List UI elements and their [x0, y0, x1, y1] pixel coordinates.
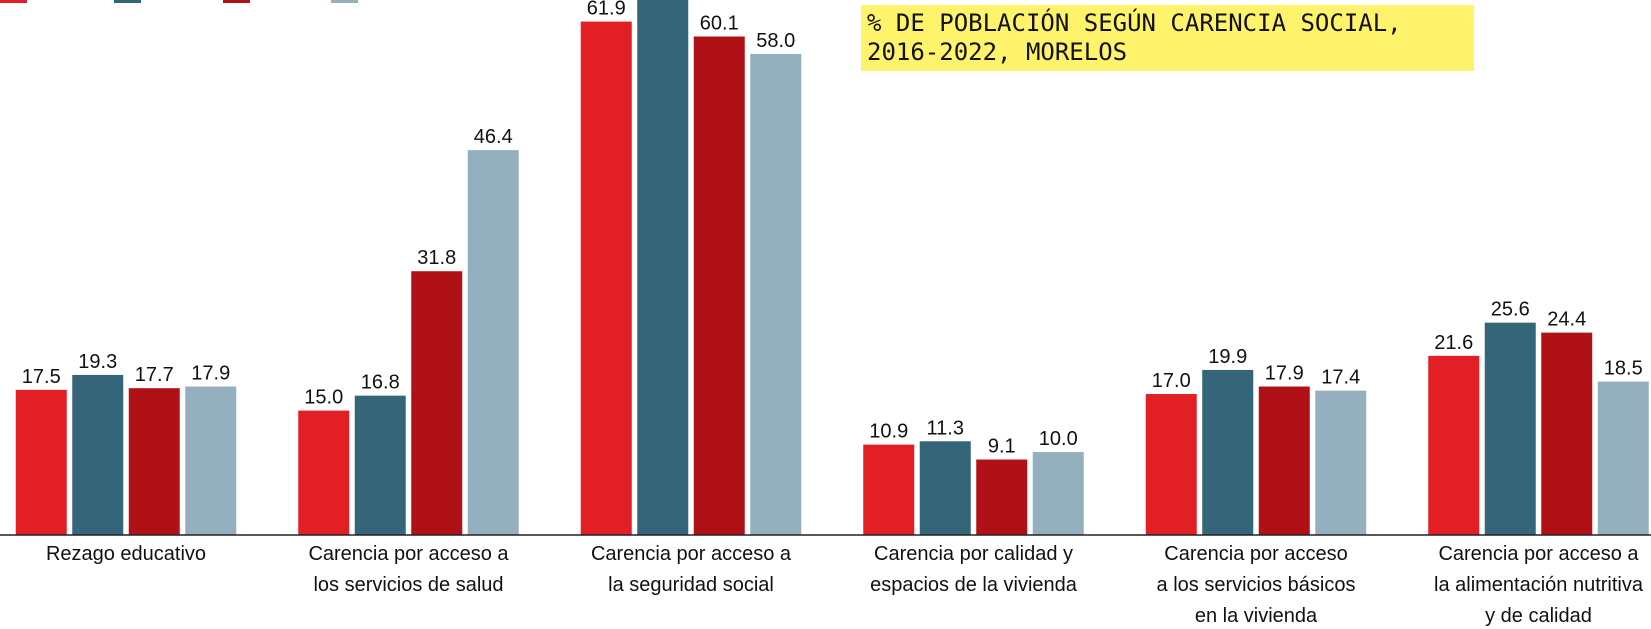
data-label: 10.0	[1039, 428, 1078, 450]
bar	[1202, 369, 1254, 535]
x-tick-label: Rezago educativo	[46, 543, 206, 565]
x-tick-label: los servicios de salud	[313, 574, 503, 596]
bar	[185, 386, 237, 535]
data-label: 9.1	[988, 436, 1016, 458]
legend-swatch	[331, 0, 358, 3]
data-label: 17.0	[1152, 370, 1191, 392]
x-tick-label: Carencia por acceso a	[308, 543, 509, 565]
data-label: 60.1	[700, 12, 739, 34]
bar	[750, 53, 802, 535]
bar	[1484, 322, 1536, 535]
legend-swatch	[114, 0, 141, 3]
data-label: 19.9	[1208, 346, 1247, 368]
x-tick-label: Carencia por acceso a	[591, 543, 792, 565]
bar	[411, 271, 463, 535]
data-label: 16.8	[361, 372, 400, 394]
x-tick-label: espacios de la vivienda	[870, 574, 1078, 596]
data-label: 17.4	[1321, 367, 1360, 389]
bar	[298, 410, 350, 535]
bar	[1428, 355, 1480, 535]
data-label: 61.9	[587, 0, 626, 20]
data-label: 17.7	[135, 364, 174, 386]
bar	[354, 395, 406, 535]
x-tick-label: Carencia por acceso a	[1438, 543, 1639, 565]
x-tick-label: en la vivienda	[1195, 605, 1318, 627]
data-label: 17.5	[22, 366, 61, 388]
data-label: 15.0	[304, 387, 343, 409]
bar	[15, 389, 67, 535]
x-tick-label: Carencia por acceso	[1164, 543, 1347, 565]
data-label: 58.0	[756, 30, 795, 52]
legend-swatch	[223, 0, 250, 3]
data-label: 19.3	[78, 351, 117, 373]
bar	[580, 21, 632, 535]
x-tick-label: la seguridad social	[608, 574, 774, 596]
bar	[1541, 332, 1593, 535]
bar	[1145, 393, 1197, 535]
x-tick-label: Carencia por calidad y	[874, 543, 1073, 565]
data-label: 10.9	[869, 421, 908, 443]
bar	[72, 374, 124, 535]
bar	[128, 388, 180, 535]
bar	[1315, 390, 1367, 535]
data-label: 21.6	[1434, 332, 1473, 354]
data-label: 11.3	[927, 417, 964, 439]
bar	[637, 0, 689, 535]
data-label: 46.4	[474, 126, 513, 148]
bar	[693, 36, 745, 535]
data-label: 18.5	[1604, 358, 1643, 380]
data-label: 17.9	[1265, 363, 1304, 385]
x-tick-label: la alimentación nutritiva	[1434, 574, 1644, 596]
bar	[1032, 452, 1084, 535]
bar	[1597, 381, 1649, 535]
x-tick-label: y de calidad	[1485, 605, 1592, 627]
bar	[467, 150, 519, 536]
chart-title: % DE POBLACIÓN SEGÚN CARENCIA SOCIAL, 20…	[861, 5, 1474, 71]
bar	[976, 459, 1028, 535]
data-label: 17.9	[191, 363, 230, 385]
bar	[1258, 386, 1310, 535]
data-label: 24.4	[1547, 309, 1586, 331]
legend-swatch	[0, 0, 27, 3]
data-label: 25.6	[1491, 299, 1530, 321]
bar	[919, 441, 971, 535]
data-label: 31.8	[417, 247, 456, 269]
bar	[863, 444, 915, 535]
x-tick-label: a los servicios básicos	[1157, 574, 1356, 596]
